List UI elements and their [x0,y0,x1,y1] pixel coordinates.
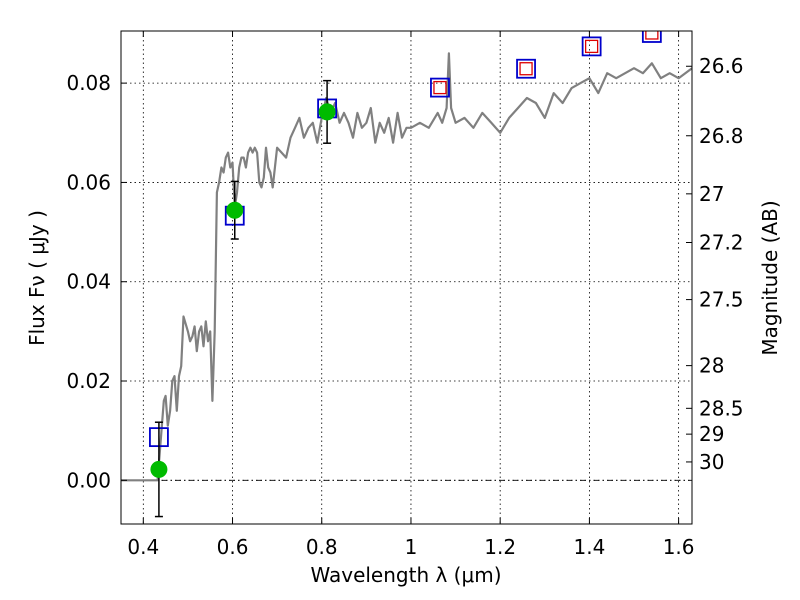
spectrum-line [121,52,692,482]
mag-tick-label: 28 [699,354,724,378]
y-tick-label: 0.02 [66,369,111,393]
mag-tick-label: 27 [699,182,724,206]
x-tick-label: 1.2 [484,535,516,559]
blue-square-marker [641,31,662,43]
right-y-axis-label: Magnitude (AB) [758,200,782,355]
mag-tick-label: 27.2 [699,230,744,254]
mag-tick-label: 26.8 [699,124,744,148]
plot-background [121,31,692,524]
blue-square-marker [516,58,536,79]
red-square-marker [584,39,599,54]
mag-tick-label: 30 [699,450,724,474]
y-tick-label: 0.04 [66,270,111,294]
x-tick-label: 1.4 [573,535,605,559]
red-square-marker [433,80,447,95]
y-tick-label: 0.06 [66,170,111,194]
plot-content [121,31,692,518]
x-tick-label: 0.4 [127,535,159,559]
x-tick-label: 0.6 [217,535,249,559]
x-axis-label: Wavelength λ (μm) [310,563,501,587]
y-axis-label: Flux Fν ( μJy ) [25,210,49,346]
blue-square-marker [581,36,602,57]
x-tick-label: 1.6 [663,535,695,559]
mag-tick-label: 29 [699,422,724,446]
axis-ticks: 0.4 0.6 0.8 1 1.2 1.4 1.6 0.00 0.02 0.04 0.06 0.08 2… [66,31,744,559]
x-tick-label: 0.8 [306,535,338,559]
x-tick-label: 1 [405,535,418,559]
mag-tick-label: 26.6 [699,54,744,78]
observed-point [150,460,168,478]
y-tick-label: 0.08 [66,71,111,95]
mag-tick-label: 28.5 [699,396,744,420]
plot-frame [120,30,693,525]
observed-point [226,201,244,219]
blue-square-marker [430,77,450,98]
y-tick-label: 0.00 [66,468,111,492]
mag-tick-label: 27.5 [699,288,744,312]
red-square-marker [645,31,659,40]
observed-point [318,103,336,121]
red-square-marker [519,62,533,76]
